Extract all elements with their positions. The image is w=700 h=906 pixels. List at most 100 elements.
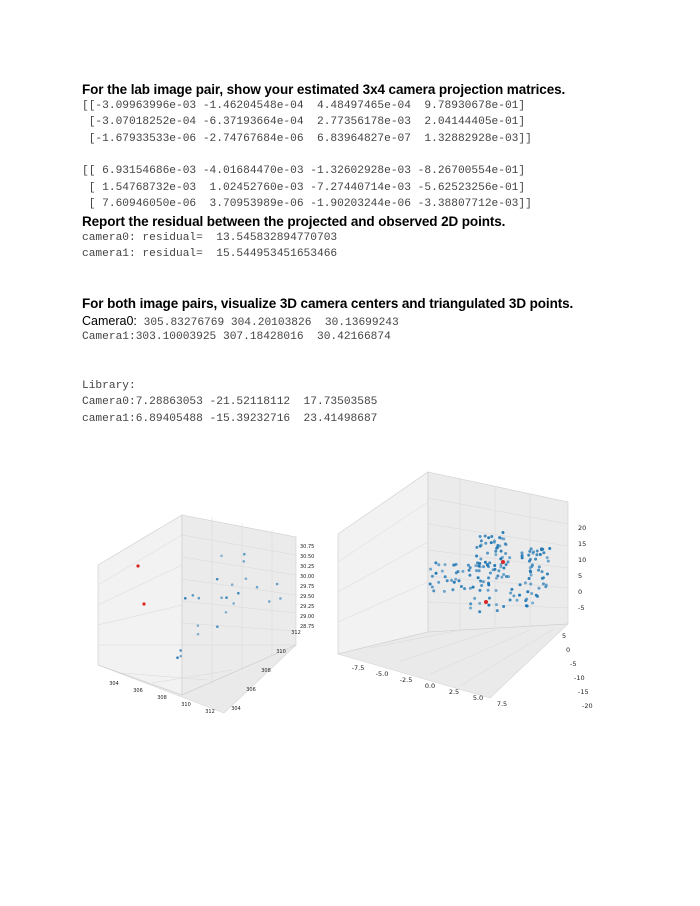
right-scatter-point xyxy=(536,594,540,598)
right-x-tick-label: -2.5 xyxy=(400,676,413,684)
right-scatter-point xyxy=(524,599,528,603)
right-scatter-point xyxy=(537,586,541,590)
right-scatter-point xyxy=(457,579,461,583)
right-scatter-point xyxy=(532,550,536,554)
right-scatter-point xyxy=(504,552,508,556)
right-scatter-point xyxy=(442,589,446,593)
right-scatter-point xyxy=(500,555,504,559)
right-scatter-point xyxy=(482,565,486,569)
right-scatter-point xyxy=(474,564,478,568)
left-plot-points xyxy=(136,552,282,659)
right-scatter-point xyxy=(494,553,498,557)
right-scatter-point xyxy=(530,591,534,595)
right-scatter-point xyxy=(542,551,546,555)
residual-camera0: camera0: residual= 13.545832894770703 xyxy=(82,232,338,244)
right-scatter-point xyxy=(493,563,497,567)
matrix1-row3: [ 7.60946050e-06 3.70953989e-06 -1.90203… xyxy=(82,198,532,210)
left-scatter-point xyxy=(224,610,228,614)
right-scatter-point xyxy=(487,603,491,607)
right-scatter-point xyxy=(497,569,501,573)
right-scatter-point xyxy=(500,575,504,579)
right-scatter-point xyxy=(451,563,455,567)
right-3d-scatter-plot: -7.5-5.0-2.50.02.55.07.5 -20-15-10-505 2… xyxy=(336,471,593,710)
left-z-tick-label: 30.00 xyxy=(300,574,314,580)
right-scatter-point xyxy=(541,582,545,586)
right-scatter-point xyxy=(430,585,434,589)
right-scatter-point xyxy=(498,536,502,540)
camera0-center-line: Camera0: 305.83276769 304.20103826 30.13… xyxy=(82,314,399,329)
right-scatter-point xyxy=(502,573,506,577)
right-scatter-point xyxy=(520,556,524,560)
right-scatter-point xyxy=(512,594,516,598)
right-scatter-point xyxy=(528,549,532,553)
right-z-tick-label: -5 xyxy=(578,604,584,612)
right-scatter-point xyxy=(508,598,512,602)
left-z-tick-label: 29.75 xyxy=(300,584,314,590)
section1-heading: For the lab image pair, show your estima… xyxy=(82,82,566,97)
right-scatter-point xyxy=(489,541,493,545)
right-scatter-point xyxy=(456,570,460,574)
left-camera-center-point xyxy=(136,564,140,568)
left-plot-gridlines xyxy=(97,517,297,685)
matrix0-row2: [-3.07018252e-04 -6.37193664e-04 2.77356… xyxy=(82,116,526,128)
right-scatter-point xyxy=(486,588,490,592)
right-scatter-point xyxy=(475,554,479,558)
right-scatter-point xyxy=(468,586,472,590)
right-scatter-point xyxy=(468,566,472,570)
right-scatter-point xyxy=(496,574,500,578)
matrix0-row3: [-1.67933533e-06 -2.74767684e-06 6.83964… xyxy=(82,133,532,145)
right-scatter-point xyxy=(487,576,491,580)
matrix1-row2: [ 1.54768732e-03 1.02452760e-03 -7.27440… xyxy=(82,182,526,194)
right-scatter-point xyxy=(475,561,479,565)
left-scatter-point xyxy=(232,602,235,605)
right-scatter-point xyxy=(480,584,484,588)
right-scatter-point xyxy=(478,601,482,605)
right-scatter-point xyxy=(468,573,472,577)
right-plot-gridlines xyxy=(337,478,569,687)
right-scatter-point xyxy=(499,549,503,553)
left-scatter-point xyxy=(220,596,223,600)
camera1-center-line: Camera1:303.10003925 307.18428016 30.421… xyxy=(82,331,391,343)
camera0-values: 305.83276769 304.20103826 30.13699243 xyxy=(136,317,399,329)
right-scatter-point xyxy=(544,585,548,589)
right-scatter-point xyxy=(535,549,539,553)
left-z-tick-label: 29.25 xyxy=(300,604,314,610)
right-scatter-point xyxy=(478,534,482,538)
right-scatter-point xyxy=(434,561,438,565)
right-scatter-point xyxy=(467,568,471,572)
right-y-tick-label: -15 xyxy=(578,688,589,696)
right-scatter-point xyxy=(523,581,527,585)
left-scatter-point xyxy=(179,654,183,658)
right-scatter-point xyxy=(495,546,499,550)
left-scatter-point xyxy=(237,591,240,595)
left-scatter-point xyxy=(275,582,279,586)
right-scatter-point xyxy=(479,557,483,561)
right-scatter-point xyxy=(476,576,480,580)
right-scatter-point xyxy=(504,575,508,579)
left-z-tick-label: 30.50 xyxy=(300,554,314,560)
right-scatter-point xyxy=(471,585,475,589)
right-scatter-point xyxy=(542,576,546,580)
right-x-tick-label: 0.0 xyxy=(425,682,435,690)
section2-heading: Report the residual between the projecte… xyxy=(82,214,506,229)
right-scatter-point xyxy=(524,604,528,608)
right-scatter-point xyxy=(527,553,531,557)
residual-camera1: camera1: residual= 15.544953451653466 xyxy=(82,248,338,260)
right-scatter-point xyxy=(534,557,538,561)
right-scatter-point xyxy=(529,570,533,574)
left-x-tick-label: 310 xyxy=(181,702,191,708)
matrix0-row1: [[-3.09963996e-03 -1.46204548e-04 4.4849… xyxy=(82,100,526,112)
right-scatter-point xyxy=(495,609,499,613)
right-scatter-point xyxy=(526,590,530,594)
right-plot-x-ticks: -7.5 -5.0 -2.5 0.0 2.5 5.0 7.5 xyxy=(352,664,508,708)
left-y-tick-label: 312 xyxy=(291,630,301,636)
right-scatter-point xyxy=(473,596,477,600)
right-scatter-point xyxy=(520,551,524,555)
right-scatter-point xyxy=(474,569,478,573)
right-scatter-point xyxy=(504,563,508,567)
left-z-tick-label: 29.00 xyxy=(300,614,314,620)
left-scatter-point xyxy=(225,596,228,599)
left-scatter-point xyxy=(244,577,248,580)
right-scatter-point xyxy=(530,563,534,567)
left-z-tick-label: 29.50 xyxy=(300,594,314,600)
